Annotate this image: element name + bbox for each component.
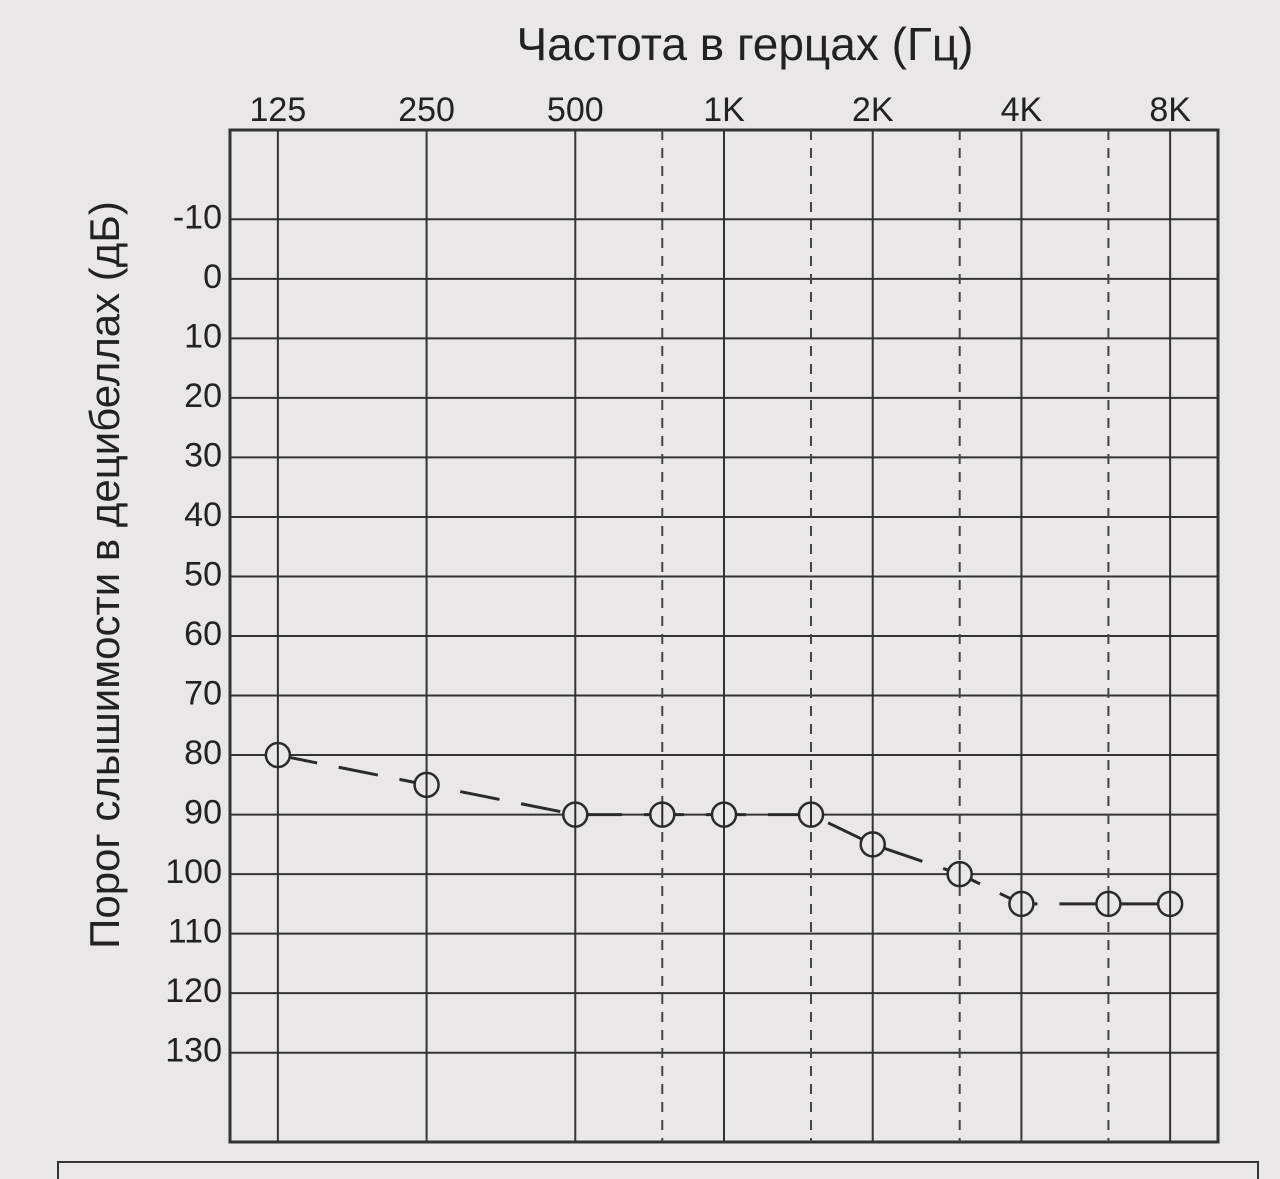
x-tick-label: 4K [1001, 91, 1043, 129]
data-line [277, 753, 1171, 906]
x-tick-label: 1K [703, 91, 745, 129]
x-tick-label: 2K [852, 91, 894, 129]
y-tick-label: 90 [184, 794, 222, 832]
data-point [859, 831, 886, 858]
data-point [1095, 890, 1122, 918]
y-tick-label: 100 [165, 853, 222, 891]
y-tick-label: 110 [168, 913, 222, 951]
chart-title: Частота в герцах (Гц) [516, 18, 973, 70]
y-tick-label: 80 [184, 734, 222, 772]
data-point [649, 801, 676, 828]
y-tick-label: 60 [184, 615, 222, 653]
y-tick-label: -10 [173, 198, 222, 236]
y-tick-label: 30 [184, 436, 222, 474]
x-tick-label: 250 [398, 91, 455, 129]
y-tick-label: 10 [184, 317, 222, 355]
x-tick-label: 500 [547, 91, 604, 129]
y-tick-label: 0 [203, 258, 222, 296]
y-tick-label: 130 [165, 1032, 222, 1070]
x-tick-label: 8K [1149, 91, 1191, 129]
data-point [946, 860, 973, 888]
data-point [797, 801, 825, 828]
y-tick-label: 40 [184, 496, 222, 534]
y-axis-title: Порог слышимости в децибеллах (дБ) [81, 201, 128, 949]
y-tick-label: 20 [184, 377, 222, 415]
lower-box [57, 1161, 1259, 1179]
data-point [710, 801, 738, 828]
data-point [1008, 890, 1035, 918]
x-tick-label: 125 [250, 91, 307, 129]
y-tick-label: 50 [184, 555, 222, 593]
y-tick-label: 120 [165, 972, 222, 1010]
data-point [413, 771, 440, 799]
y-tick-label: 70 [184, 675, 222, 713]
data-point [264, 741, 292, 769]
data-point [562, 801, 589, 828]
data-point [1156, 890, 1184, 918]
